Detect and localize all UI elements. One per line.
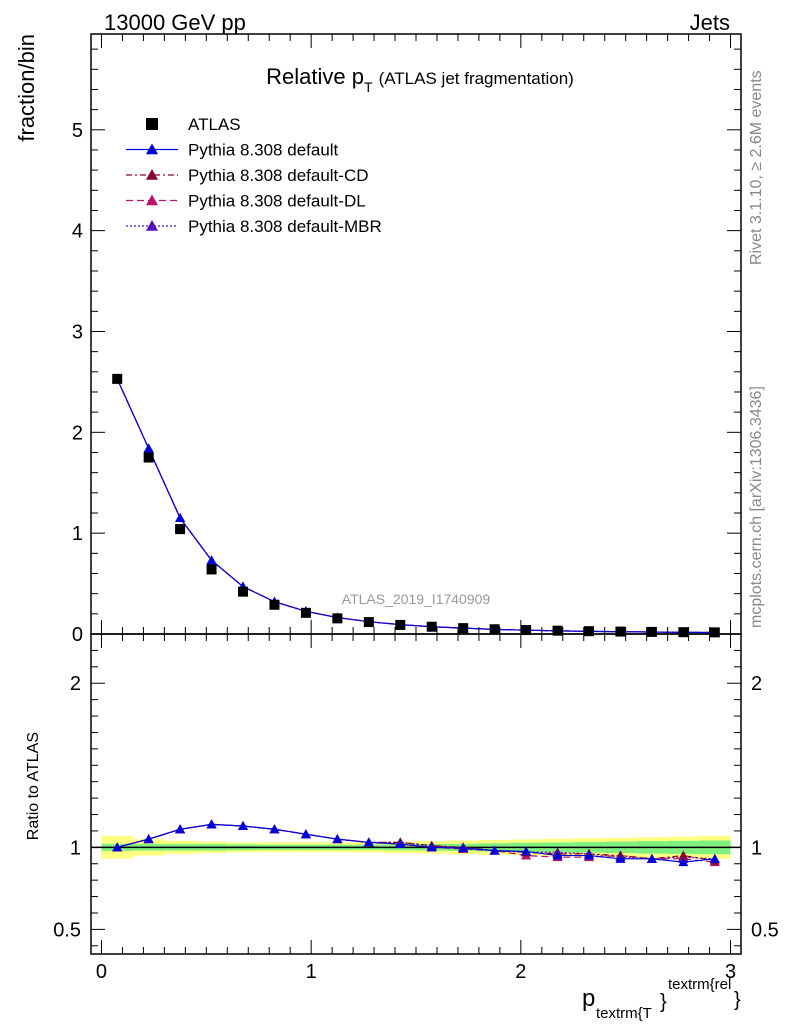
data-point bbox=[426, 621, 437, 632]
triangle-marker bbox=[300, 829, 311, 839]
triangle-marker bbox=[146, 194, 158, 206]
y-tick-label: 1 bbox=[72, 523, 83, 545]
series-line bbox=[116, 378, 715, 634]
data-point bbox=[143, 452, 154, 463]
source-label: mcplots.cern.ch [arXiv:1306.3436] bbox=[748, 386, 765, 628]
data-point bbox=[175, 524, 186, 535]
triangle-marker bbox=[678, 857, 689, 867]
triangle-marker bbox=[646, 853, 657, 863]
x-label-end: } bbox=[734, 989, 741, 1011]
triangle-marker bbox=[615, 853, 626, 863]
data-point bbox=[269, 599, 280, 610]
legend-label: Pythia 8.308 default bbox=[188, 141, 339, 160]
data-point bbox=[458, 623, 469, 634]
triangle-marker bbox=[146, 169, 158, 180]
ratio-y-tick-label-right: 0.5 bbox=[751, 919, 779, 941]
triangle-marker bbox=[678, 850, 689, 860]
triangle-marker bbox=[269, 824, 280, 834]
data-point bbox=[489, 624, 500, 635]
rivet-version-label: Rivet 3.1.10, ≥ 2.6M events bbox=[748, 70, 765, 265]
y-tick-label: 5 bbox=[72, 120, 83, 142]
ratio-frame bbox=[90, 633, 742, 955]
x-axis-label: p textrm{T } textrm{rel } bbox=[582, 976, 741, 1022]
analysis-watermark: ATLAS_2019_I1740909 bbox=[342, 591, 491, 607]
legend: ATLAS Pythia 8.308 default Pythia 8.308 de… bbox=[126, 115, 382, 236]
title-note: (ATLAS jet fragmentation) bbox=[379, 69, 574, 88]
data-point bbox=[363, 617, 374, 628]
ratio-y-tick-label-right: 1 bbox=[751, 837, 762, 859]
x-tick-label: 0 bbox=[96, 961, 107, 983]
triangle-marker bbox=[206, 819, 217, 829]
x-tick-label: 2 bbox=[515, 961, 526, 983]
data-point bbox=[678, 627, 689, 638]
data-point bbox=[615, 626, 626, 637]
triangle-marker bbox=[112, 842, 123, 852]
triangle-marker bbox=[238, 821, 249, 830]
y-tick-label: 2 bbox=[72, 422, 83, 444]
legend-label: Pythia 8.308 default-CD bbox=[188, 166, 369, 185]
triangle-marker bbox=[175, 513, 186, 523]
header-right: Jets bbox=[690, 10, 730, 35]
data-point bbox=[552, 625, 563, 636]
chart-title: Relative pT (ATLAS jet fragmentation) bbox=[266, 64, 574, 95]
data-point bbox=[300, 607, 311, 618]
legend-label: ATLAS bbox=[188, 115, 241, 134]
data-point bbox=[332, 613, 343, 624]
triangle-marker bbox=[521, 846, 532, 856]
triangle-marker bbox=[426, 842, 437, 852]
x-tick-label: 1 bbox=[306, 961, 317, 983]
data-point bbox=[395, 619, 406, 630]
data-point bbox=[709, 627, 720, 638]
x-label-subscript: textrm{T bbox=[596, 1005, 652, 1022]
triangle-marker bbox=[583, 850, 594, 860]
legend-marker bbox=[146, 118, 158, 130]
ratio-y-axis-label: Ratio to ATLAS bbox=[25, 732, 42, 840]
axis-ticks: 0 1 2 3 4 5 0 1 2 3 0.5 0.5 1 1 2 2 bbox=[53, 34, 779, 983]
triangle-marker bbox=[489, 845, 500, 855]
header-left: 13000 GeV pp bbox=[104, 10, 246, 35]
x-tick-label: 3 bbox=[725, 961, 736, 983]
x-label-superscript: textrm{rel bbox=[668, 976, 731, 993]
uncertainty-bands bbox=[91, 819, 741, 867]
triangle-marker bbox=[332, 834, 343, 844]
triangle-marker bbox=[395, 839, 406, 849]
legend-label: Pythia 8.308 default-DL bbox=[188, 192, 366, 211]
y-axis-label: fraction/bin bbox=[14, 34, 39, 142]
triangle-marker bbox=[363, 837, 374, 847]
triangle-marker bbox=[146, 220, 158, 231]
triangle-marker bbox=[458, 843, 469, 853]
ratio-plot-panel bbox=[91, 819, 741, 867]
triangle-marker bbox=[146, 143, 158, 155]
y-tick-label: 3 bbox=[72, 321, 83, 343]
data-point bbox=[112, 373, 123, 384]
ratio-y-tick-label: 1 bbox=[70, 837, 81, 859]
ratio-y-tick-label-right: 2 bbox=[751, 673, 762, 695]
triangle-marker bbox=[709, 853, 720, 863]
y-tick-label: 0 bbox=[72, 624, 83, 646]
triangle-marker bbox=[552, 850, 563, 860]
data-point bbox=[521, 625, 532, 636]
ratio-series-line bbox=[117, 823, 715, 863]
title-subscript: T bbox=[364, 79, 373, 95]
y-tick-label: 4 bbox=[72, 221, 83, 243]
ratio-y-tick-label: 0.5 bbox=[53, 919, 81, 941]
legend-label: Pythia 8.308 default-MBR bbox=[188, 217, 382, 236]
data-point bbox=[583, 626, 594, 637]
triangle-marker bbox=[143, 834, 154, 844]
ratio-y-tick-label: 2 bbox=[70, 673, 81, 695]
x-label-brace: } bbox=[660, 991, 667, 1013]
data-point bbox=[238, 586, 249, 597]
triangle-marker bbox=[175, 824, 186, 834]
triangle-marker bbox=[143, 443, 154, 453]
x-label-main: p bbox=[582, 985, 595, 1012]
data-point bbox=[646, 626, 657, 637]
title-main: Relative p bbox=[266, 64, 364, 89]
data-point bbox=[206, 564, 217, 575]
triangle-marker bbox=[206, 555, 217, 565]
